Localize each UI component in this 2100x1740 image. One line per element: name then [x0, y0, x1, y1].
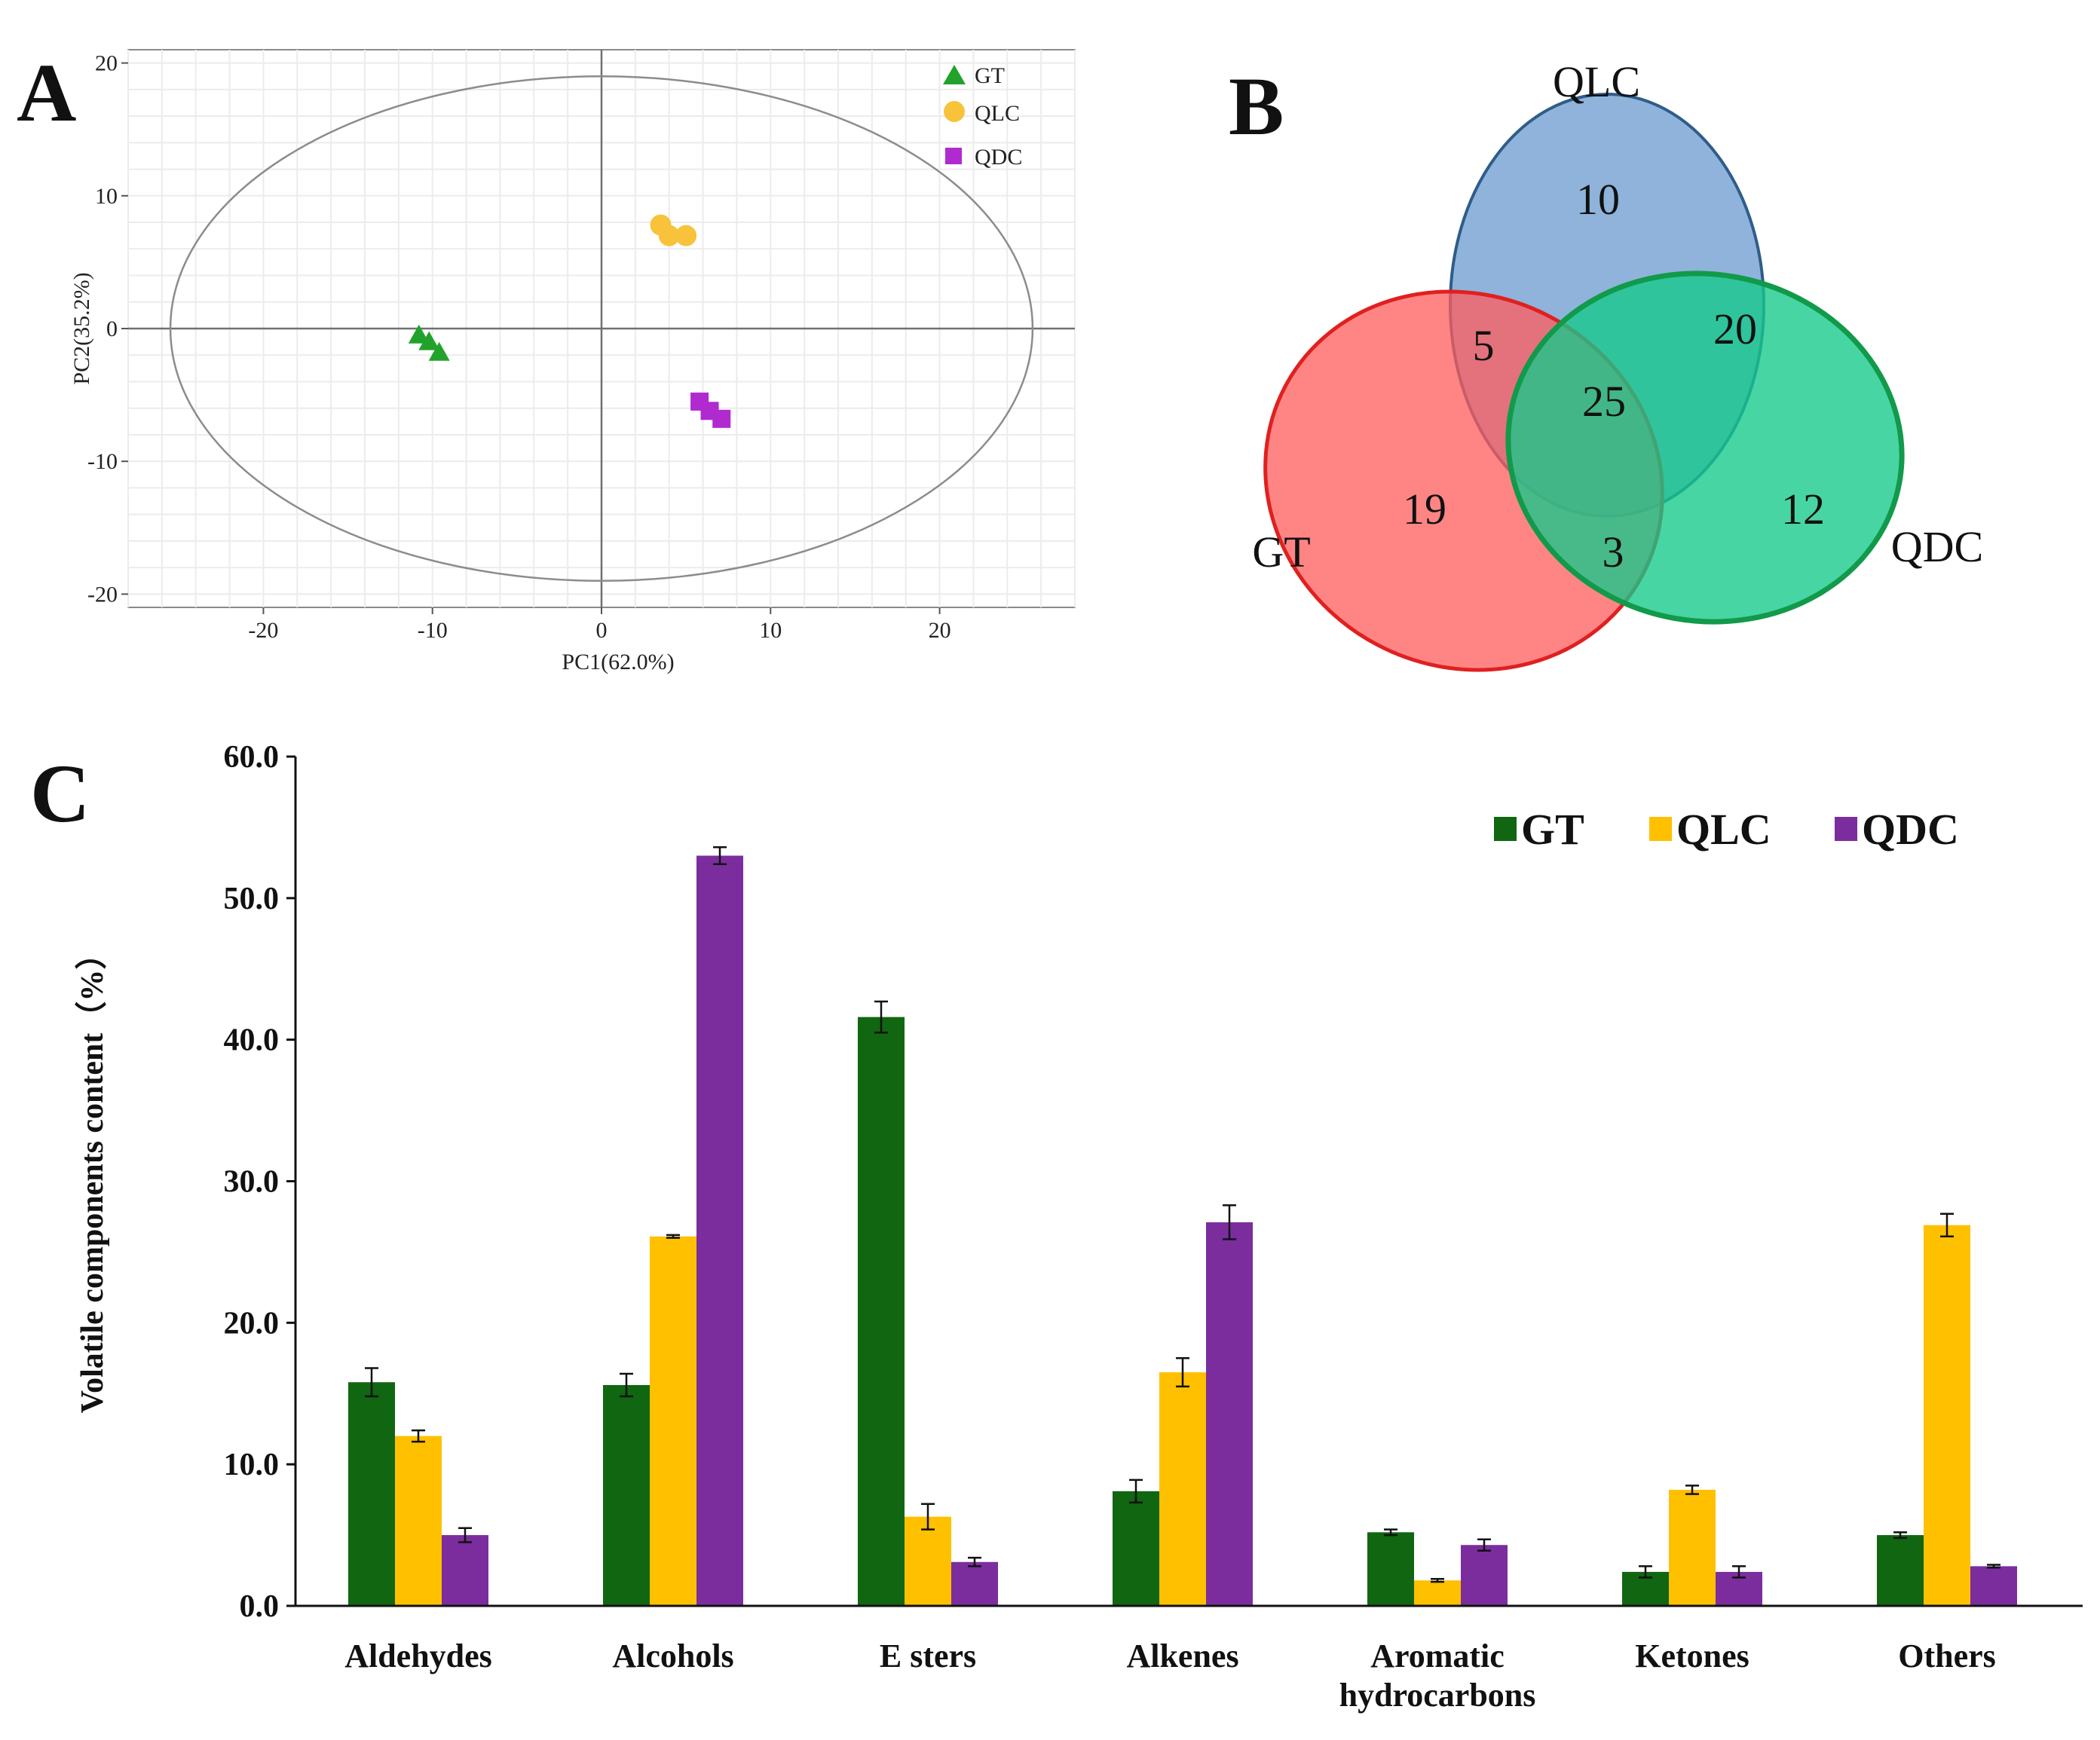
- bar-category-label: E sters: [880, 1638, 976, 1674]
- pca-y-axis-label: PC2(35.2%): [69, 272, 94, 384]
- bar-y-axis-label: Volatile components content（%）: [75, 938, 110, 1414]
- bar-legend-qlc-label: QLC: [1676, 805, 1771, 854]
- pca-confidence-ellipse: [169, 75, 1034, 583]
- bar-category-label: hydrocarbons: [1339, 1677, 1536, 1714]
- bar-qdc: [1206, 1222, 1253, 1606]
- bar-legend-gt-label: GT: [1521, 805, 1584, 854]
- venn-count-qlc-only: 10: [1576, 175, 1620, 224]
- pca-legend-qdc-marker: [945, 148, 962, 164]
- pca-legend-gt-label: GT: [975, 63, 1005, 88]
- pca-x-tick-label: 20: [929, 618, 951, 643]
- bar-qdc: [951, 1561, 998, 1606]
- bar-category-label: Alkenes: [1126, 1638, 1238, 1674]
- pca-x-axis-label: PC1(62.0%): [562, 650, 674, 674]
- venn-set-qdc: [1505, 271, 1905, 625]
- pca-score-plot: -20 -10 0 10 20 20 10 0 -10 -20 PC1(62.0%) PC2(3…: [69, 49, 1076, 674]
- bar-y-ticks: 0.0 10.0 20.0 30.0 40.0 50.0 60.0: [224, 740, 295, 1624]
- bar-qlc: [1669, 1489, 1716, 1606]
- panel-letter-b: B: [1229, 60, 1284, 152]
- bar-qlc: [1159, 1372, 1206, 1606]
- panel-letter-c: C: [30, 748, 90, 839]
- bar-gt: [1367, 1532, 1414, 1606]
- bar-category-labels: Aldehydes Alcohols E sters Alkenes Aromatich…: [344, 1638, 1996, 1714]
- pca-point-qdc: [712, 409, 731, 428]
- bar-legend-qlc-swatch: [1649, 817, 1672, 841]
- bar-gt: [1877, 1535, 1924, 1606]
- volatile-bar-chart: 0.0 10.0 20.0 30.0 40.0 50.0 60.0 Aldehydes Alc…: [75, 740, 2083, 1714]
- pca-zero-lines: [128, 50, 1075, 607]
- pca-legend-qdc-label: QDC: [975, 145, 1022, 170]
- bar-category-label: Others: [1898, 1638, 1996, 1674]
- venn-diagram: QLC GT QDC 10 19 12 5 20 3 25: [1252, 57, 1983, 672]
- bar-gt: [858, 1017, 905, 1606]
- bar-marks: [348, 855, 2017, 1606]
- bar-category-label: Alcohols: [612, 1638, 733, 1674]
- bar-legend-qdc-swatch: [1835, 817, 1857, 841]
- bar-qlc: [395, 1436, 442, 1606]
- bar-qdc: [1461, 1545, 1508, 1606]
- bar-legend: GT QLC QDC: [1494, 805, 1959, 854]
- venn-count-qlc-qdc: 20: [1713, 304, 1757, 353]
- bar-qlc: [1924, 1225, 1970, 1606]
- pca-point-gt: [408, 324, 430, 344]
- pca-x-tick-label: 10: [759, 618, 782, 643]
- pca-y-tick-label: 0: [106, 317, 118, 341]
- bar-legend-qdc-label: QDC: [1862, 805, 1959, 854]
- pca-legend-gt-marker: [943, 65, 966, 84]
- pca-points: [408, 214, 731, 428]
- bar-qdc: [442, 1535, 488, 1606]
- pca-point-gt: [428, 341, 450, 361]
- bar-y-tick-label: 50.0: [224, 882, 280, 916]
- venn-count-all: 25: [1582, 377, 1626, 426]
- pca-y-ticks: 20 10 0 -10 -20: [87, 51, 128, 607]
- pca-y-tick-label: 20: [95, 51, 118, 76]
- venn-set-label-qlc: QLC: [1553, 57, 1640, 106]
- pca-y-tick-label: 10: [95, 184, 118, 209]
- pca-legend-qlc-label: QLC: [975, 101, 1020, 126]
- bar-y-tick-label: 0.0: [240, 1589, 280, 1624]
- venn-set-label-qdc: QDC: [1891, 522, 1983, 571]
- pca-x-tick-label: 0: [596, 618, 608, 643]
- bar-gt: [348, 1382, 395, 1606]
- venn-set-label-gt: GT: [1252, 528, 1310, 576]
- pca-y-tick-label: -10: [87, 449, 118, 474]
- bar-category-label: Ketones: [1635, 1638, 1749, 1674]
- pca-x-tick-label: -20: [248, 618, 278, 643]
- pca-point-gt: [418, 331, 440, 350]
- bar-qlc: [650, 1236, 696, 1606]
- bar-qlc: [905, 1516, 951, 1606]
- bar-y-tick-label: 40.0: [224, 1023, 280, 1058]
- pca-y-tick-label: -20: [87, 582, 118, 607]
- pca-x-ticks: -20 -10 0 10 20: [248, 607, 951, 643]
- bar-gt: [1113, 1491, 1159, 1606]
- panel-letter-a: A: [17, 47, 76, 139]
- bar-category-label: Aromatic: [1370, 1638, 1505, 1674]
- bar-error-bars: [365, 846, 2001, 1583]
- bar-y-tick-label: 10.0: [224, 1448, 280, 1482]
- venn-count-qdc-only: 12: [1781, 485, 1825, 534]
- bar-legend-gt-swatch: [1494, 817, 1517, 841]
- pca-legend-qlc-marker: [944, 101, 965, 122]
- pca-point-qlc: [658, 225, 680, 246]
- pca-legend: GT QLC QDC: [943, 63, 1022, 170]
- bar-y-tick-label: 30.0: [224, 1165, 280, 1200]
- pca-point-qlc: [675, 225, 697, 246]
- bar-category-label: Aldehydes: [344, 1638, 492, 1674]
- venn-count-gt-qlc: 5: [1473, 321, 1495, 370]
- venn-count-gt-only: 19: [1403, 485, 1446, 534]
- bar-y-tick-label: 60.0: [224, 740, 280, 775]
- bar-gt: [603, 1384, 650, 1606]
- bar-qlc: [1414, 1580, 1461, 1606]
- pca-x-tick-label: -10: [418, 618, 448, 643]
- bar-qdc: [1970, 1566, 2017, 1606]
- venn-count-gt-qdc: 3: [1603, 528, 1624, 576]
- bar-qdc: [696, 855, 743, 1606]
- bar-y-tick-label: 20.0: [224, 1306, 280, 1341]
